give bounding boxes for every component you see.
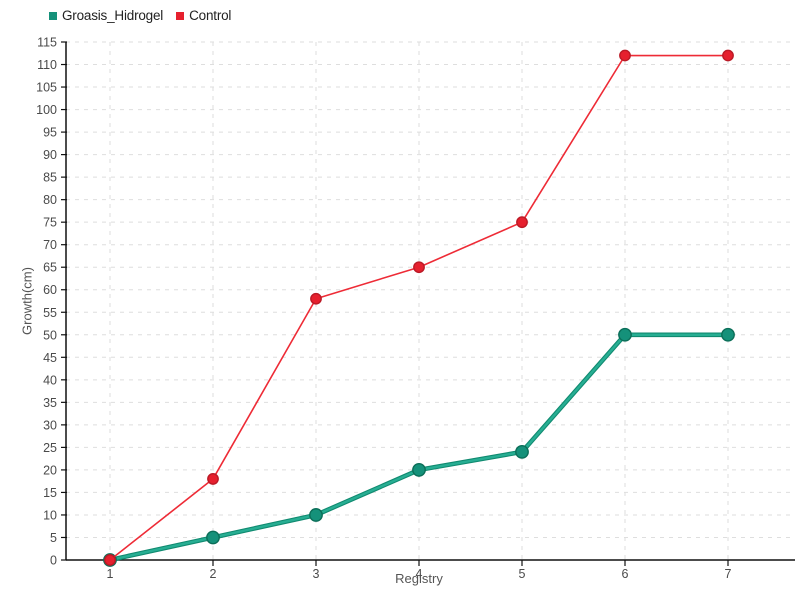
legend-label-control: Control <box>189 8 232 23</box>
y-tick-label: 20 <box>43 463 57 477</box>
y-tick-label: 25 <box>43 441 57 455</box>
y-tick-label: 80 <box>43 193 57 207</box>
x-tick-label: 5 <box>519 567 526 581</box>
data-point-groasis_hidrogel[interactable] <box>618 327 632 342</box>
y-tick-label: 100 <box>36 103 57 117</box>
legend-item-groasis-hidrogel[interactable]: Groasis_Hidrogel <box>49 8 163 23</box>
y-tick-label: 45 <box>43 351 57 365</box>
y-tick-label: 65 <box>43 261 57 275</box>
legend-label-groasis-hidrogel: Groasis_Hidrogel <box>62 8 164 23</box>
y-tick-label: 40 <box>43 373 57 387</box>
x-tick-label: 7 <box>725 567 732 581</box>
y-tick-label: 75 <box>43 216 57 230</box>
data-point-control[interactable] <box>413 261 425 274</box>
data-point-groasis_hidrogel[interactable] <box>206 530 220 545</box>
y-tick-label: 60 <box>43 283 57 297</box>
data-point-groasis_hidrogel[interactable] <box>515 444 529 459</box>
y-tick-label: 90 <box>43 148 57 162</box>
x-tick-label: 2 <box>210 567 217 581</box>
y-tick-label: 85 <box>43 171 57 185</box>
x-tick-label: 6 <box>622 567 629 581</box>
y-tick-label: 95 <box>43 126 57 140</box>
y-tick-label: 110 <box>37 58 57 72</box>
x-tick-label: 3 <box>313 567 320 581</box>
legend-swatch-groasis-hidrogel <box>49 11 57 20</box>
data-point-groasis_hidrogel[interactable] <box>721 327 735 342</box>
data-point-groasis_hidrogel[interactable] <box>412 463 426 477</box>
y-tick-label: 10 <box>43 508 57 522</box>
data-point-control[interactable] <box>104 554 116 566</box>
y-tick-label: 5 <box>50 531 57 545</box>
x-tick-label: 1 <box>107 567 114 581</box>
legend: Groasis_Hidrogel Control <box>49 8 231 23</box>
y-tick-label: 70 <box>43 238 57 252</box>
y-tick-label: 30 <box>43 418 57 432</box>
data-point-control[interactable] <box>722 49 734 62</box>
x-tick-label: 4 <box>416 567 423 581</box>
y-tick-label: 105 <box>36 81 57 95</box>
y-tick-label: 35 <box>43 396 57 410</box>
y-tick-label: 50 <box>43 328 57 342</box>
y-tick-label: 115 <box>37 36 57 50</box>
data-point-control[interactable] <box>207 473 219 485</box>
y-tick-label: 55 <box>43 306 57 320</box>
y-tick-label: 0 <box>50 554 57 568</box>
data-point-control[interactable] <box>310 292 322 305</box>
x-axis-title: Registry <box>395 571 443 586</box>
data-point-groasis_hidrogel[interactable] <box>309 508 323 522</box>
legend-item-control[interactable]: Control <box>176 8 231 23</box>
data-point-control[interactable] <box>619 49 631 62</box>
y-axis-title: Growth(cm) <box>19 267 35 335</box>
legend-swatch-control <box>176 11 185 20</box>
y-tick-label: 15 <box>43 486 57 500</box>
data-point-control[interactable] <box>516 216 528 229</box>
